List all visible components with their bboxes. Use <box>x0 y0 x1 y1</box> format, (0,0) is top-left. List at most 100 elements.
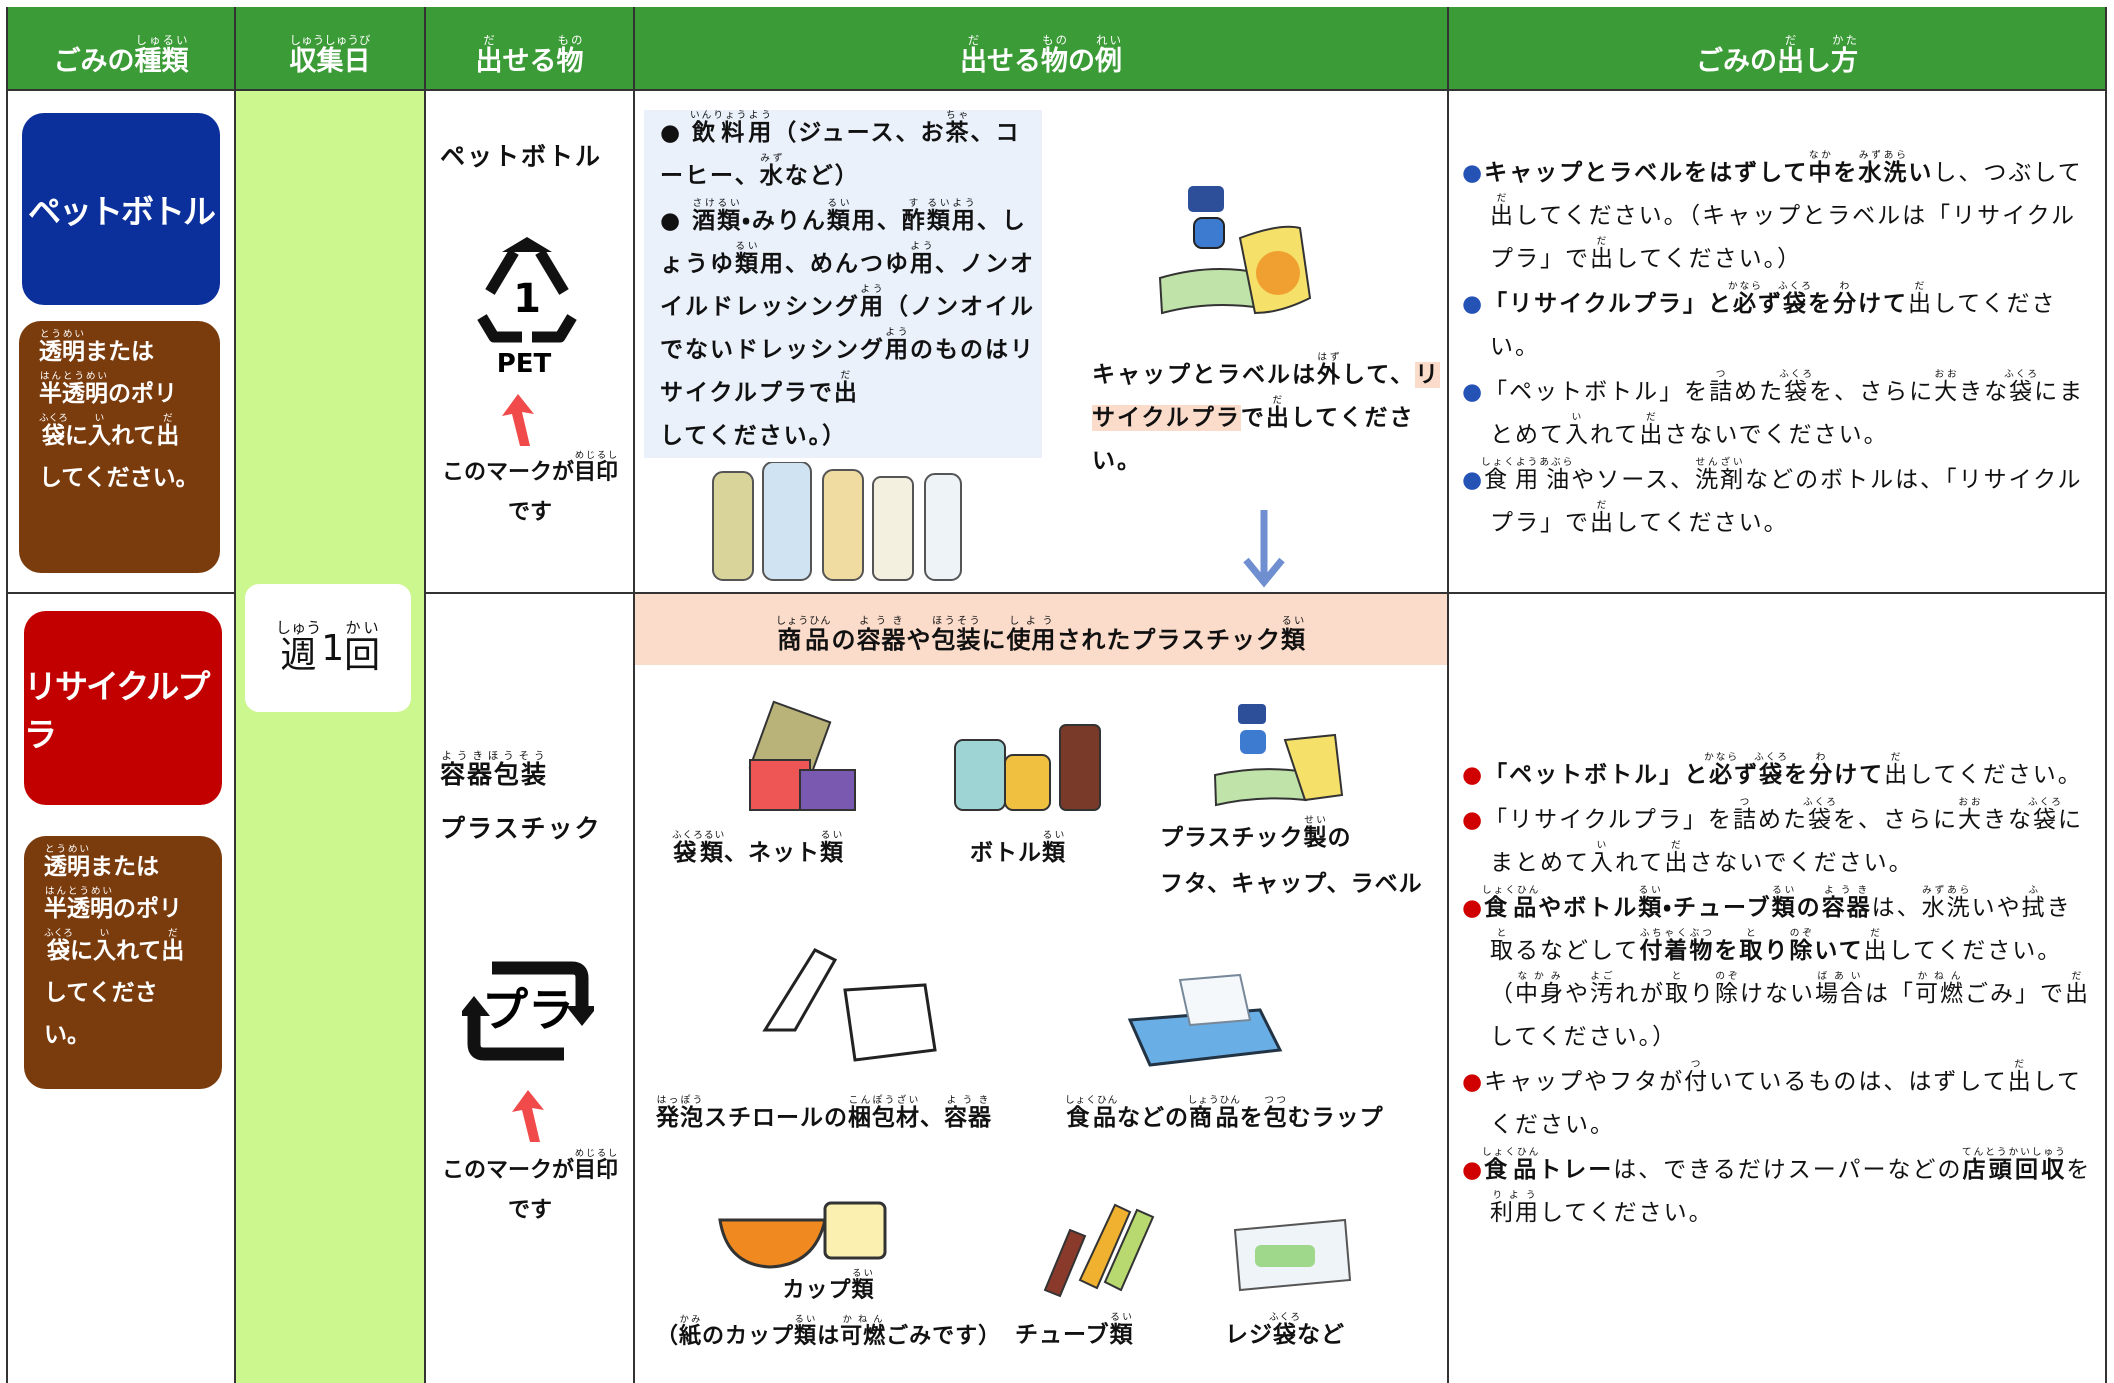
ruby-text: 袋ふくろ <box>1778 281 1811 317</box>
ruby-text: 出だ <box>2007 1059 2033 1095</box>
ruby-base: 入 <box>92 938 116 964</box>
ruby-base: 食品 <box>1482 1157 1541 1183</box>
ruby-text: 発泡はっぽう <box>656 1095 704 1131</box>
ruby-base: 出 <box>1639 422 1665 448</box>
ruby-reading: みずあら <box>1858 150 1909 161</box>
ruby-reading: こんぽうざい <box>848 1095 920 1106</box>
instructions: ●キャップとラベルをはずして中なかを水洗みずあらいし、つぶして出だしてください。… <box>1462 150 2094 545</box>
ruby-text: 紙かみ <box>679 1314 703 1349</box>
ruby-text: 容器ようき <box>1822 885 1872 921</box>
text: してください。） <box>1615 246 1803 272</box>
ruby-text: 出だ <box>1863 928 1889 964</box>
text: キャップとラベルをはずして <box>1484 160 1809 186</box>
ruby-base: 袋類 <box>672 840 726 866</box>
ruby-base: 紙 <box>679 1324 703 1349</box>
text: し、つぶして <box>1933 160 2083 186</box>
text: を <box>1714 938 1740 964</box>
ruby-text: 詰つ <box>1733 797 1758 833</box>
ruby-reading: だ <box>960 33 987 47</box>
ruby-text: 透明とうめい <box>44 844 90 880</box>
ruby-text: 食品しょくひん <box>1065 1095 1117 1131</box>
header-cell: 収集日しゅうしゅうび <box>235 7 425 90</box>
ruby-reading: つ <box>1709 369 1735 380</box>
text: してください。 <box>1615 510 1789 536</box>
ruby-reading: と <box>1665 971 1690 982</box>
text: 、しょうゆ <box>660 208 1027 277</box>
ruby-text: 袋ふくろ <box>2004 369 2037 405</box>
ruby-reading: い <box>87 413 111 424</box>
line: ペットボトル <box>440 130 602 184</box>
text: れて <box>1615 850 1665 876</box>
ruby-reading: わ <box>1809 752 1835 763</box>
ruby-text: 食品しょくひん <box>1482 885 1538 921</box>
ruby-text: 分わ <box>1833 281 1858 317</box>
ruby-text: 方かた <box>1831 33 1858 78</box>
ruby-base: 出 <box>1863 938 1889 964</box>
header-cell: 出だ せる 物もの <box>425 7 634 90</box>
ruby-reading: りよう <box>1490 1190 1540 1201</box>
ruby-base: 出 <box>1590 510 1615 536</box>
ruby-text: 詰つ <box>1709 369 1734 405</box>
text: むラップ <box>1287 1105 1384 1131</box>
line: ●「ペットボトル」と必かならず袋ふくろを分わけて出だしてください。 <box>1462 752 2094 797</box>
text: プラスチック <box>1160 825 1304 851</box>
ruby-base: 容器包装 <box>440 760 549 789</box>
ruby-reading: だ <box>833 370 859 381</box>
ruby-text: 類るい <box>1772 885 1797 921</box>
text: してください。 <box>39 465 199 491</box>
ruby-reading: もの <box>556 33 584 47</box>
ruby-text: 目印めじるし <box>574 1148 618 1183</box>
instructions: ●「ペットボトル」と必かならず袋ふくろを分わけて出だしてください。 ●「リサイクル… <box>1462 752 2094 1235</box>
ruby-base: 容器 <box>944 1105 992 1131</box>
ruby-reading: かい <box>344 618 381 637</box>
ruby-base: 出 <box>2007 1069 2033 1095</box>
category-label: リサイクルプラ <box>24 611 222 805</box>
text: ● <box>660 208 693 234</box>
ruby-base: 出 <box>475 46 503 77</box>
ruby-base: 類 <box>1109 1322 1134 1348</box>
text: を <box>1833 160 1859 186</box>
ruby-text: 取と <box>1739 928 1764 964</box>
ruby-text: 物もの <box>1041 33 1068 78</box>
header-cell: ごみの 出だし方かた <box>1448 7 2106 90</box>
ruby-base: 商品 <box>776 626 832 654</box>
ruby-reading: しょくひん <box>1065 1095 1119 1106</box>
ruby-text: 使用しよう <box>1006 616 1056 655</box>
text: 、ノンオイルドレッシング <box>660 251 1035 320</box>
text: の <box>1068 46 1095 77</box>
ruby-text: 必かなら <box>1704 752 1737 788</box>
ruby-reading: よう <box>951 198 977 209</box>
text: を <box>1239 1105 1264 1131</box>
ruby-base: 類 <box>926 208 952 234</box>
ruby-text: 付着物ふちゃくぶつ <box>1639 928 1714 964</box>
text: してください。（ <box>1490 938 2063 1007</box>
ruby-text: 酒類さけるい <box>692 198 742 234</box>
text: は、できるだけスーパーなどの <box>1613 1157 1963 1183</box>
text: にまとめて <box>1490 807 2083 876</box>
text: してください。 <box>1490 291 2057 360</box>
text: やソース、 <box>1571 467 1696 493</box>
ruby-base: 取 <box>1490 938 1515 964</box>
text: いているものは、はずして <box>1709 1069 2008 1095</box>
ruby-text: 出だ <box>1590 236 1615 272</box>
line: チューブ類るい <box>1015 1312 1134 1358</box>
ruby-base: 類 <box>826 208 852 234</box>
ruby-text: 飲料いんりょう <box>690 110 748 146</box>
text: の <box>1796 895 1822 921</box>
ruby-base: 出 <box>1265 405 1291 431</box>
ruby-text: 類るい <box>1042 830 1066 866</box>
text: めた <box>1757 807 1808 833</box>
border <box>424 592 2107 594</box>
ruby-text: 酢す <box>902 198 927 234</box>
ruby-reading: しょくようあぶら <box>1481 457 1575 468</box>
ruby-base: 袋 <box>1779 379 1815 405</box>
ruby-reading: しょくひん <box>1482 1147 1541 1158</box>
illustration-foam <box>762 948 937 1062</box>
ruby-text: 店頭回収てんとうかいしゅう <box>1962 1147 2067 1183</box>
text: やボトル <box>1538 895 1639 921</box>
ruby-base: 必 <box>1727 291 1763 317</box>
ruby-reading: かねん <box>840 1314 887 1325</box>
illustration-bag <box>1233 1218 1352 1292</box>
ruby-text: 水みず <box>760 153 785 189</box>
ruby-text: 用よう <box>748 110 773 146</box>
